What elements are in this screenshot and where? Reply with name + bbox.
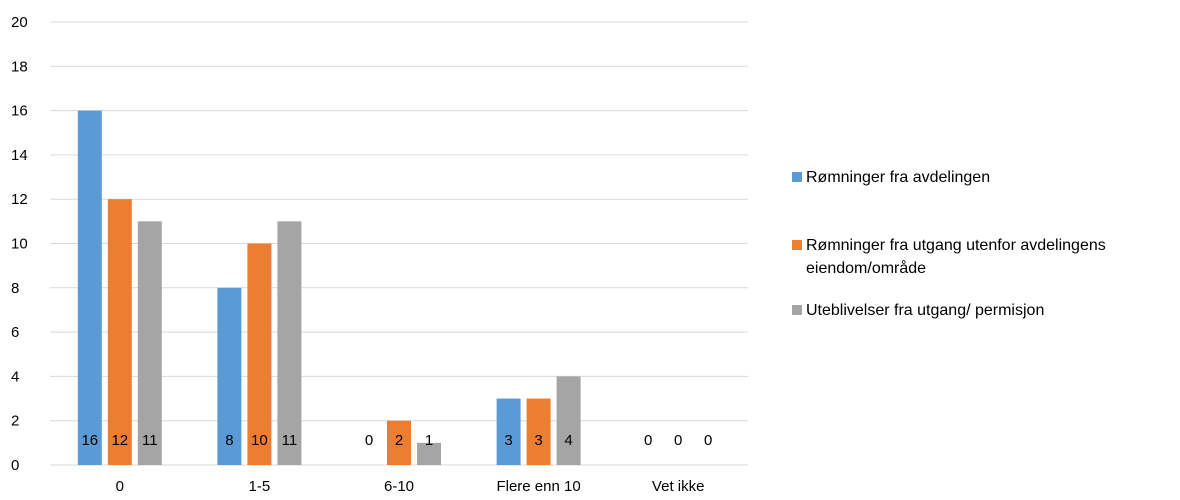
data-label: 12 [111,432,128,449]
data-label: 0 [365,432,373,449]
legend-item-series-3: Uteblivelser fra utgang/ permisjon [792,299,1044,322]
x-tick-label: Vet ikke [652,478,705,495]
y-tick-label: 16 [11,103,28,120]
x-tick-label: 6-10 [384,478,414,495]
legend-label: Rømninger fra utgang utenfor avdelingens… [806,237,1106,277]
legend-swatch [792,240,802,250]
bar-series-2 [107,199,132,465]
data-label: 4 [564,432,572,449]
bar-series-1 [77,110,102,465]
data-label: 10 [251,432,268,449]
gridlines [50,21,748,466]
bar-series-3 [277,221,302,465]
y-tick-label: 6 [11,324,19,341]
legend-item-series-2: Rømninger fra utgang utenfor avdelingens… [792,234,1166,280]
x-axis: 0 1-5 6-10 Flere enn 10 Vet ikke [116,478,705,495]
y-tick-label: 10 [11,236,28,253]
data-label: 0 [644,432,652,449]
bar-series-2 [387,420,411,465]
bars [77,110,581,465]
bar-series-3 [417,442,441,465]
y-axis: 0 2 4 6 8 10 12 14 16 18 20 [11,14,28,474]
y-tick-label: 20 [11,14,28,31]
data-label: 3 [504,432,512,449]
bar-series-1 [217,287,242,465]
y-tick-label: 8 [11,280,19,297]
legend-swatch [792,305,802,315]
bar-series-1 [496,398,521,465]
legend-label: Uteblivelser fra utgang/ permisjon [806,302,1045,319]
data-label: 1 [425,432,433,449]
data-label: 11 [282,432,298,449]
y-tick-label: 4 [11,368,19,385]
data-labels: 16 12 11 8 10 11 0 2 1 3 3 4 0 0 0 [81,432,712,449]
x-tick-label: Flere enn 10 [496,478,580,495]
data-label: 0 [674,432,682,449]
data-label: 3 [534,432,542,449]
legend-label: Rømninger fra avdelingen [806,169,991,186]
data-label: 2 [395,432,403,449]
bar-series-2 [247,243,272,465]
bar-series-3 [137,221,162,465]
data-label: 0 [704,432,712,449]
y-tick-label: 12 [11,191,28,208]
data-label: 11 [142,432,158,449]
legend-swatch [792,172,802,182]
y-tick-label: 2 [11,413,19,430]
y-tick-label: 0 [11,457,19,474]
bar-chart: 0 2 4 6 8 10 12 14 16 18 20 16 12 11 8 10 11 0 2 1 3 3 4 0 0 0 0… [11,14,748,495]
bar-series-2 [526,398,551,465]
x-tick-label: 0 [116,478,124,495]
data-label: 16 [81,432,98,449]
y-tick-label: 18 [11,58,28,75]
legend: Rømninger fra avdelingen Rømninger fra u… [792,0,1180,500]
y-tick-label: 14 [11,147,28,164]
x-tick-label: 1-5 [249,478,271,495]
data-label: 8 [225,432,233,449]
bar-series-3 [556,376,581,465]
legend-item-series-1: Rømninger fra avdelingen [792,166,990,189]
